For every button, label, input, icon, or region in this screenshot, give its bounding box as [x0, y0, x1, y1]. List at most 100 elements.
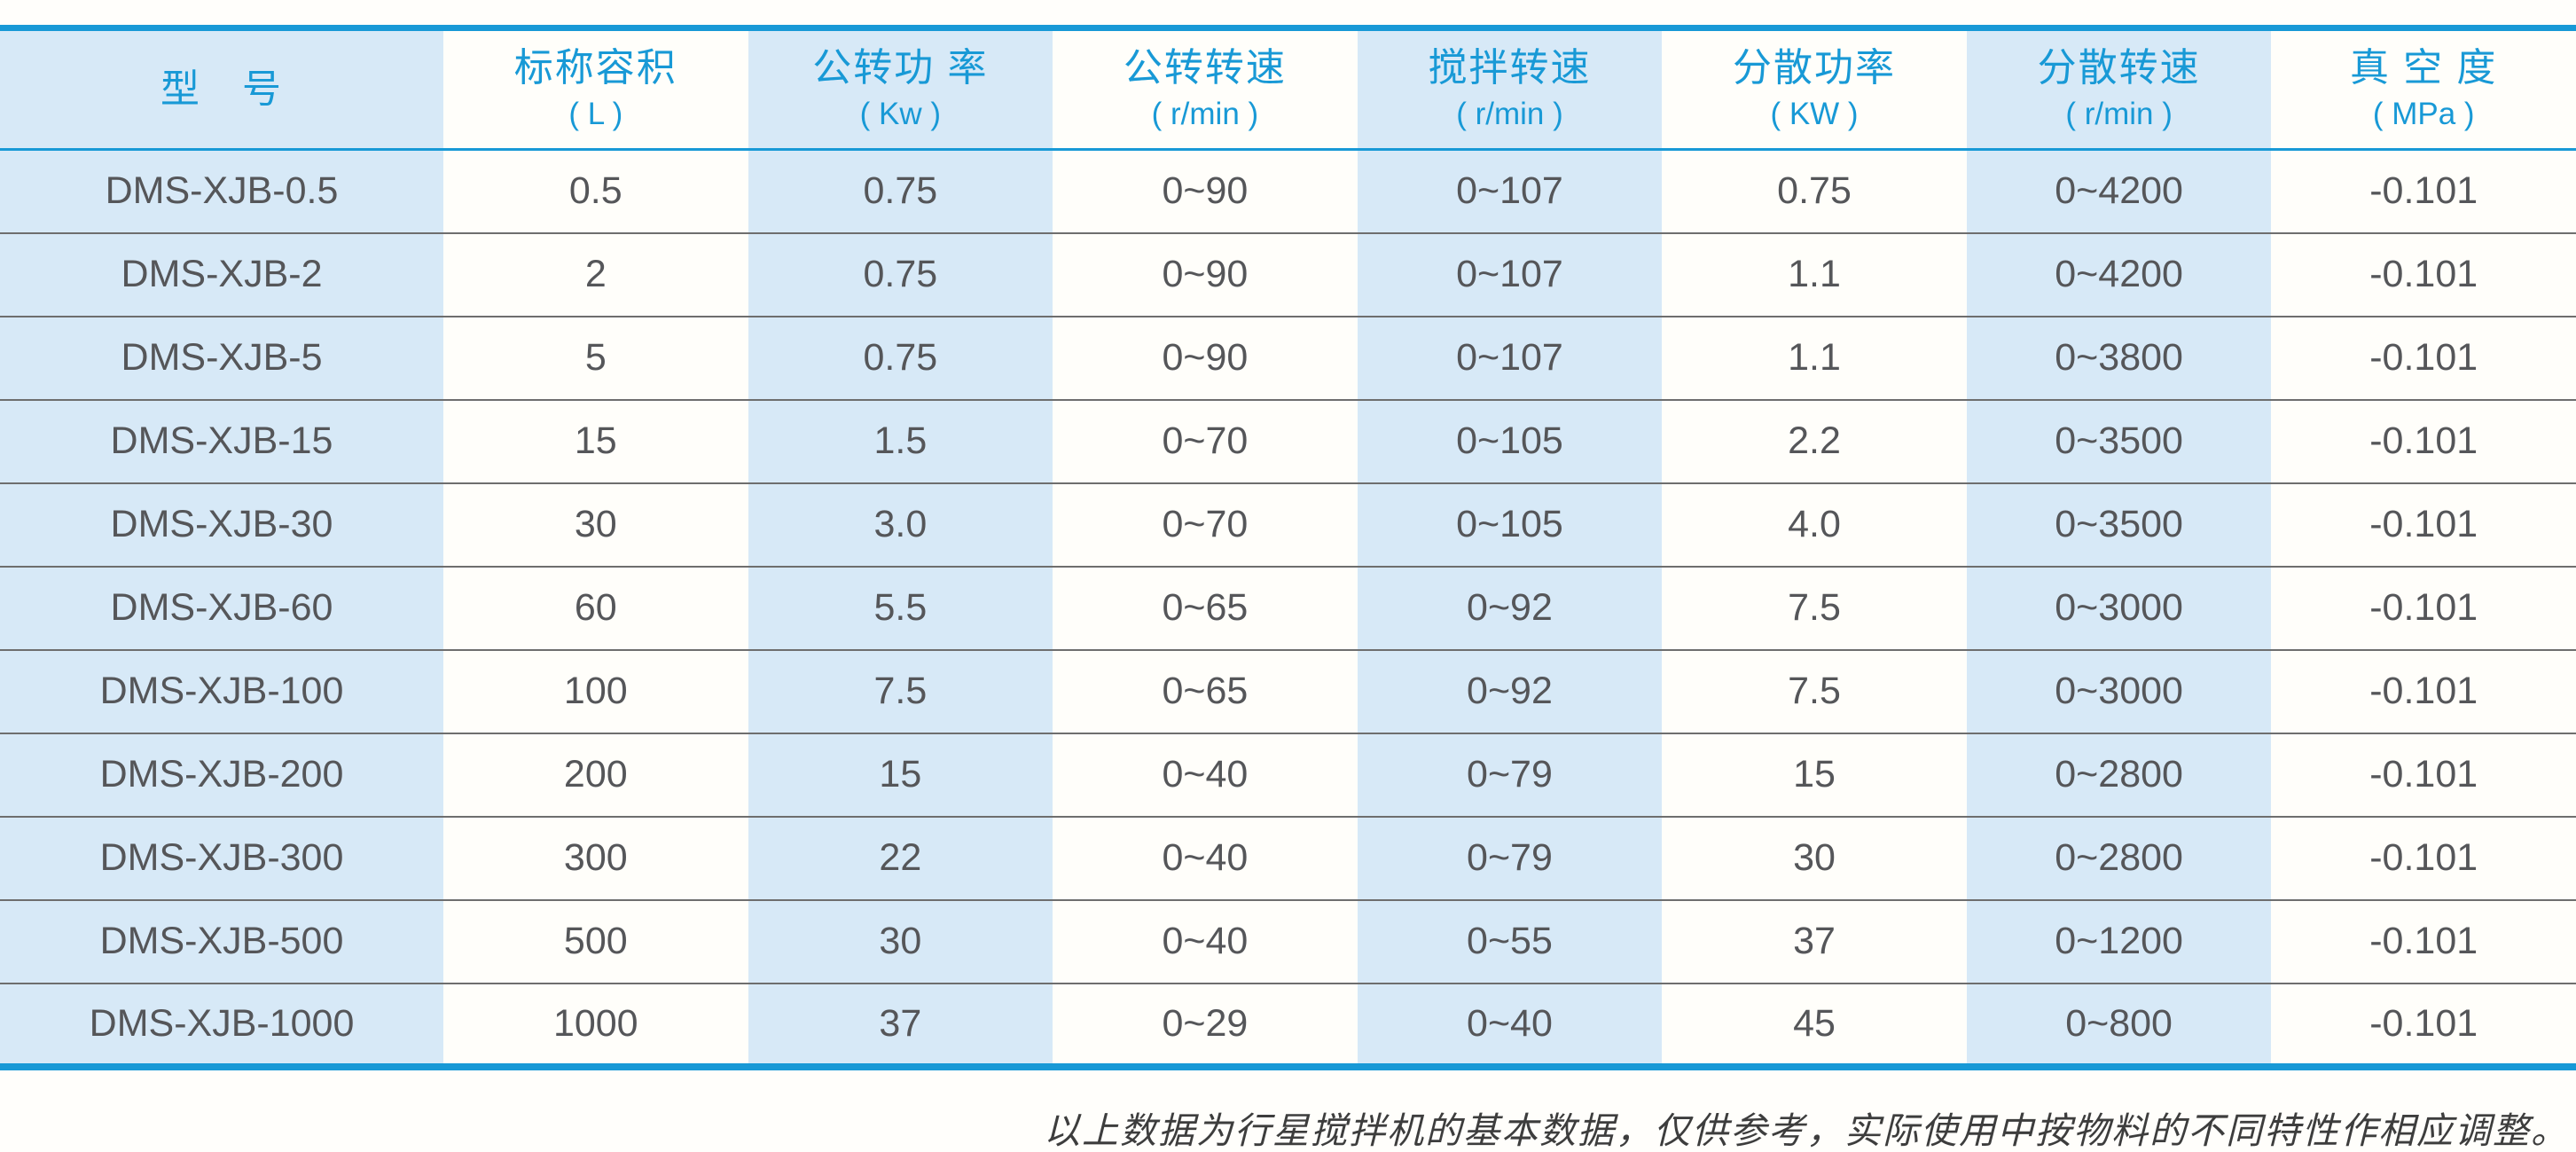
- spec-value: 0~40: [1053, 816, 1358, 900]
- spec-value: 0~90: [1053, 232, 1358, 317]
- model-name: DMS-XJB-15: [0, 399, 443, 483]
- spec-value: 7.5: [748, 649, 1053, 733]
- spec-value: 300: [443, 816, 748, 900]
- table-row: DMS-XJB-2 2 0.75 0~90 0~107 1.1 0~4200 -0.101: [0, 232, 2576, 317]
- header-title: 公转转速: [1123, 46, 1287, 90]
- model-name: DMS-XJB-0.5: [0, 149, 443, 233]
- footnote: 以上数据为行星搅拌机的基本数据，仅供参考，实际使用中按物料的不同特性作相应调整。: [1044, 1109, 2569, 1152]
- spec-value: 0~70: [1053, 399, 1358, 483]
- spec-value: 0~65: [1053, 649, 1358, 733]
- spec-value: 0~2800: [1966, 816, 2272, 900]
- spec-value: 37: [748, 983, 1053, 1067]
- spec-value: 15: [748, 733, 1053, 817]
- spec-value: 0.75: [1662, 149, 1967, 233]
- table-row: DMS-XJB-500 500 30 0~40 0~55 37 0~1200 -0.101: [0, 899, 2576, 984]
- spec-value: 0~3000: [1966, 566, 2272, 650]
- header-title: 真 空 度: [2349, 46, 2498, 90]
- table-body: DMS-XJB-0.5 0.5 0.75 0~90 0~107 0.75 0~4200 -0.…: [0, 149, 2576, 1067]
- spec-value: -0.101: [2271, 566, 2576, 650]
- spec-value: 4.0: [1662, 482, 1967, 567]
- column-header-6: 分散转速 ( r/min ): [1966, 27, 2272, 150]
- table-row: DMS-XJB-200 200 15 0~40 0~79 15 0~2800 -0.101: [0, 733, 2576, 817]
- spec-value: -0.101: [2271, 149, 2576, 233]
- table-row: DMS-XJB-300 300 22 0~40 0~79 30 0~2800 -0.101: [0, 816, 2576, 900]
- spec-value: 100: [443, 649, 748, 733]
- spec-value: -0.101: [2271, 399, 2576, 483]
- table-row: DMS-XJB-5 5 0.75 0~90 0~107 1.1 0~3800 -0.101: [0, 316, 2576, 400]
- spec-value: 0~4200: [1966, 149, 2272, 233]
- spec-value: 0~800: [1966, 983, 2272, 1067]
- spec-value: 3.0: [748, 482, 1053, 567]
- spec-value: 0~90: [1053, 316, 1358, 400]
- spec-value: 15: [1662, 733, 1967, 817]
- spec-value: 0~2800: [1966, 733, 2272, 817]
- spec-value: 0~29: [1053, 983, 1358, 1067]
- column-header-1: 标称容积 ( L ): [443, 27, 748, 150]
- model-name: DMS-XJB-500: [0, 899, 443, 984]
- header-unit: ( r/min ): [1151, 97, 1259, 131]
- table-row: DMS-XJB-100 100 7.5 0~65 0~92 7.5 0~3000 -0.101: [0, 649, 2576, 733]
- header-title: 搅拌转速: [1428, 46, 1592, 90]
- column-header-4: 搅拌转速 ( r/min ): [1357, 27, 1663, 150]
- spec-value: 0~65: [1053, 566, 1358, 650]
- table-row: DMS-XJB-1000 1000 37 0~29 0~40 45 0~800 -0.101: [0, 983, 2576, 1067]
- header-unit: ( MPa ): [2372, 97, 2475, 131]
- header-title: 分散功率: [1733, 46, 1897, 90]
- spec-value: 7.5: [1662, 566, 1967, 650]
- column-header-2: 公转功 率 ( Kw ): [748, 27, 1053, 150]
- table-row: DMS-XJB-60 60 5.5 0~65 0~92 7.5 0~3000 -0.101: [0, 566, 2576, 650]
- spec-value: 22: [748, 816, 1053, 900]
- spec-value: 0.75: [748, 316, 1053, 400]
- model-name: DMS-XJB-200: [0, 733, 443, 817]
- spec-value: 0~55: [1357, 899, 1663, 984]
- spec-value: 7.5: [1662, 649, 1967, 733]
- spec-value: 1.5: [748, 399, 1053, 483]
- model-name: DMS-XJB-5: [0, 316, 443, 400]
- spec-value: 0~107: [1357, 316, 1663, 400]
- spec-value: 30: [1662, 816, 1967, 900]
- spec-table: 型 号 标称容积 ( L ) 公转功 率( Kw ) 公转转速 ( r/min ) 搅拌转速…: [0, 25, 2576, 1070]
- spec-value: 60: [443, 566, 748, 650]
- spec-sheet: 型 号 标称容积 ( L ) 公转功 率( Kw ) 公转转速 ( r/min ) 搅拌转速…: [0, 25, 2576, 1152]
- spec-value: 0~107: [1357, 232, 1663, 317]
- header-row: 型 号 标称容积 ( L ) 公转功 率( Kw ) 公转转速 ( r/min ) 搅拌转速…: [0, 27, 2576, 150]
- spec-value: 2.2: [1662, 399, 1967, 483]
- spec-value: -0.101: [2271, 649, 2576, 733]
- column-header-0: 型 号: [0, 27, 443, 150]
- spec-value: 0~1200: [1966, 899, 2272, 984]
- spec-value: -0.101: [2271, 899, 2576, 984]
- spec-value: 0~40: [1053, 899, 1358, 984]
- spec-value: 0~40: [1357, 983, 1663, 1067]
- spec-value: 30: [443, 482, 748, 567]
- spec-value: 0.75: [748, 149, 1053, 233]
- spec-value: 0~79: [1357, 733, 1663, 817]
- spec-value: 0~90: [1053, 149, 1358, 233]
- model-name: DMS-XJB-300: [0, 816, 443, 900]
- spec-value: 0~92: [1357, 566, 1663, 650]
- spec-value: 0.75: [748, 232, 1053, 317]
- model-name: DMS-XJB-2: [0, 232, 443, 317]
- spec-value: 0~107: [1357, 149, 1663, 233]
- spec-value: -0.101: [2271, 482, 2576, 567]
- header-title: 分散转速: [2037, 46, 2201, 90]
- spec-value: 0~79: [1357, 816, 1663, 900]
- spec-value: 37: [1662, 899, 1967, 984]
- spec-value: 5: [443, 316, 748, 400]
- spec-value: 30: [748, 899, 1053, 984]
- spec-value: 0~40: [1053, 733, 1358, 817]
- table-row: DMS-XJB-0.5 0.5 0.75 0~90 0~107 0.75 0~4200 -0.…: [0, 149, 2576, 233]
- spec-value: 500: [443, 899, 748, 984]
- spec-value: -0.101: [2271, 232, 2576, 317]
- table-row: DMS-XJB-15 15 1.5 0~70 0~105 2.2 0~3500 -0.101: [0, 399, 2576, 483]
- spec-value: 0~70: [1053, 482, 1358, 567]
- model-name: DMS-XJB-60: [0, 566, 443, 650]
- spec-value: 0~105: [1357, 399, 1663, 483]
- spec-value: 1000: [443, 983, 748, 1067]
- spec-value: -0.101: [2271, 816, 2576, 900]
- header-unit: ( L ): [568, 97, 623, 131]
- header-title: 公转功 率: [812, 46, 989, 90]
- spec-value: 0~105: [1357, 482, 1663, 567]
- header-title: 型 号: [161, 67, 283, 111]
- header-title: 标称容积: [513, 46, 677, 90]
- spec-value: 0~3800: [1966, 316, 2272, 400]
